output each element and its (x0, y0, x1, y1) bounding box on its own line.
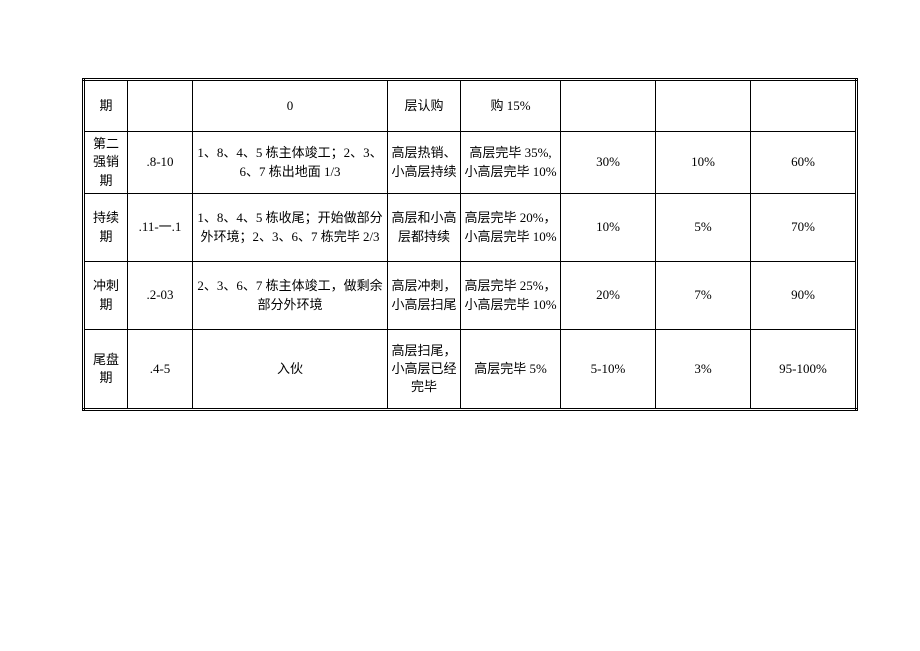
table-row: 期 0 层认购 购 15% (84, 80, 857, 132)
cell-pct1 (561, 80, 656, 132)
table-row: 持续期 .11-一.1 1、8、4、5 栋收尾；开始做部分外环境；2、3、6、7… (84, 194, 857, 262)
cell-time: .8-10 (128, 132, 193, 194)
cell-phase: 尾盘期 (84, 330, 128, 410)
cell-sales: 高层热销、小高层持续 (388, 132, 461, 194)
cell-pct2: 5% (656, 194, 751, 262)
cell-progress: 1、8、4、5 栋主体竣工；2、3、6、7 栋出地面 1/3 (193, 132, 388, 194)
cell-completion: 高层完毕 25%，小高层完毕 10% (461, 262, 561, 330)
cell-pct2: 3% (656, 330, 751, 410)
cell-time: .4-5 (128, 330, 193, 410)
cell-sales: 层认购 (388, 80, 461, 132)
cell-pct3: 95-100% (751, 330, 857, 410)
cell-time (128, 80, 193, 132)
cell-pct2: 7% (656, 262, 751, 330)
cell-pct1: 5-10% (561, 330, 656, 410)
sales-phase-table: 期 0 层认购 购 15% 第二强销期 .8-10 1、8、4、5 栋主体竣工；… (82, 78, 858, 411)
cell-pct3 (751, 80, 857, 132)
cell-pct3: 70% (751, 194, 857, 262)
table-row: 冲刺期 .2-03 2、3、6、7 栋主体竣工，做剩余部分外环境 高层冲刺，小高… (84, 262, 857, 330)
cell-progress: 2、3、6、7 栋主体竣工，做剩余部分外环境 (193, 262, 388, 330)
cell-completion: 高层完毕 20%，小高层完毕 10% (461, 194, 561, 262)
cell-sales: 高层扫尾，小高层已经完毕 (388, 330, 461, 410)
cell-progress: 1、8、4、5 栋收尾；开始做部分外环境；2、3、6、7 栋完毕 2/3 (193, 194, 388, 262)
table-row: 第二强销期 .8-10 1、8、4、5 栋主体竣工；2、3、6、7 栋出地面 1… (84, 132, 857, 194)
cell-phase: 期 (84, 80, 128, 132)
cell-pct1: 20% (561, 262, 656, 330)
cell-sales: 高层和小高层都持续 (388, 194, 461, 262)
cell-completion: 高层完毕 35%,小高层完毕 10% (461, 132, 561, 194)
cell-pct3: 60% (751, 132, 857, 194)
table-row: 尾盘期 .4-5 入伙 高层扫尾，小高层已经完毕 高层完毕 5% 5-10% 3… (84, 330, 857, 410)
cell-time: .11-一.1 (128, 194, 193, 262)
cell-progress: 入伙 (193, 330, 388, 410)
cell-completion: 购 15% (461, 80, 561, 132)
cell-progress: 0 (193, 80, 388, 132)
cell-completion: 高层完毕 5% (461, 330, 561, 410)
cell-pct3: 90% (751, 262, 857, 330)
cell-phase: 冲刺期 (84, 262, 128, 330)
cell-pct2: 10% (656, 132, 751, 194)
cell-time: .2-03 (128, 262, 193, 330)
cell-pct2 (656, 80, 751, 132)
cell-pct1: 30% (561, 132, 656, 194)
cell-sales: 高层冲刺，小高层扫尾 (388, 262, 461, 330)
cell-phase: 持续期 (84, 194, 128, 262)
cell-pct1: 10% (561, 194, 656, 262)
cell-phase: 第二强销期 (84, 132, 128, 194)
